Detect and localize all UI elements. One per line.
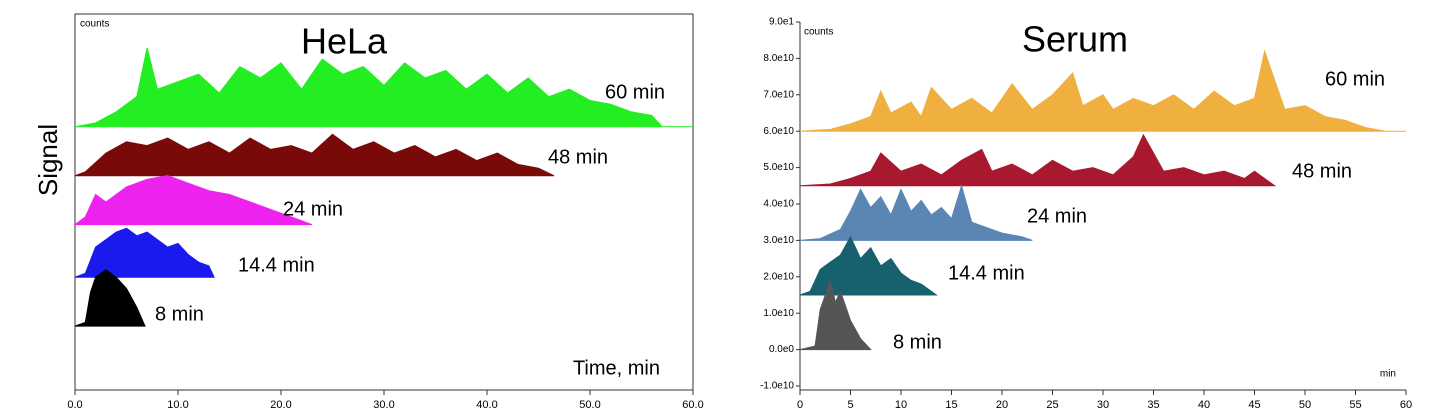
series-label: 48 min: [548, 146, 608, 168]
y-tick-label: 8.0e10: [763, 53, 794, 64]
x-tick-label: 35: [1147, 399, 1159, 411]
x-tick-label: 30: [1097, 399, 1109, 411]
series-label: 24 min: [1027, 205, 1087, 227]
x-tick-label: 15: [945, 399, 957, 411]
x-tick-label: 20: [996, 399, 1008, 411]
y-unit: counts: [80, 19, 109, 30]
x-tick-label: 40: [1198, 399, 1210, 411]
chart-title: Serum: [1022, 19, 1128, 60]
chart-title: HeLa: [301, 21, 388, 62]
trace: [73, 175, 313, 226]
series-label: 14.4 min: [948, 262, 1025, 284]
y-tick-label: 2.0e10: [763, 271, 794, 282]
trace: [74, 47, 693, 128]
series-label: 24 min: [283, 198, 343, 220]
series-label: 60 min: [1325, 68, 1385, 90]
x-tick-label: 40.0: [476, 399, 497, 411]
x-axis-label: min: [1380, 369, 1396, 380]
series-label: 60 min: [605, 81, 665, 103]
trace: [74, 133, 555, 177]
y-tick-label: 6.0e10: [763, 126, 794, 137]
y-tick-label: -1.0e10: [760, 381, 794, 392]
x-tick-label: 20.0: [270, 399, 291, 411]
x-tick-label: 5: [847, 399, 853, 411]
y-unit: counts: [804, 27, 833, 38]
trace: [799, 278, 872, 351]
x-tick-label: 30.0: [373, 399, 394, 411]
x-tick-label: 10: [895, 399, 907, 411]
x-tick-label: 50: [1299, 399, 1311, 411]
y-tick-label: 3.0e10: [763, 235, 794, 246]
trace: [799, 235, 938, 296]
series-label: 48 min: [1292, 160, 1352, 182]
x-tick-label: 60: [1400, 399, 1412, 411]
x-tick-label: 10.0: [167, 399, 188, 411]
trace: [799, 49, 1406, 132]
y-tick-label: 7.0e10: [763, 89, 794, 100]
x-tick-label: 45: [1248, 399, 1260, 411]
x-tick-label: 0.0: [67, 399, 82, 411]
series-label: 14.4 min: [238, 254, 315, 276]
x-tick-label: 60.0: [682, 399, 703, 411]
x-tick-label: 55: [1349, 399, 1361, 411]
x-axis-label: Time, min: [573, 357, 660, 379]
y-axis-label: Signal: [33, 124, 63, 196]
y-tick-label: 9.0e1: [769, 17, 794, 28]
series-label: 8 min: [893, 331, 942, 353]
y-tick-label: 1.0e10: [763, 308, 794, 319]
trace: [74, 269, 146, 327]
trace: [799, 184, 1033, 241]
y-tick-label: 5.0e10: [763, 162, 794, 173]
y-tick-label: 0.0e0: [769, 344, 794, 355]
y-tick-label: 4.0e10: [763, 199, 794, 210]
x-tick-label: 50.0: [579, 399, 600, 411]
x-tick-label: 0: [797, 399, 803, 411]
x-tick-label: 25: [1046, 399, 1058, 411]
trace: [74, 227, 215, 278]
series-label: 8 min: [155, 303, 204, 325]
trace: [799, 133, 1277, 187]
